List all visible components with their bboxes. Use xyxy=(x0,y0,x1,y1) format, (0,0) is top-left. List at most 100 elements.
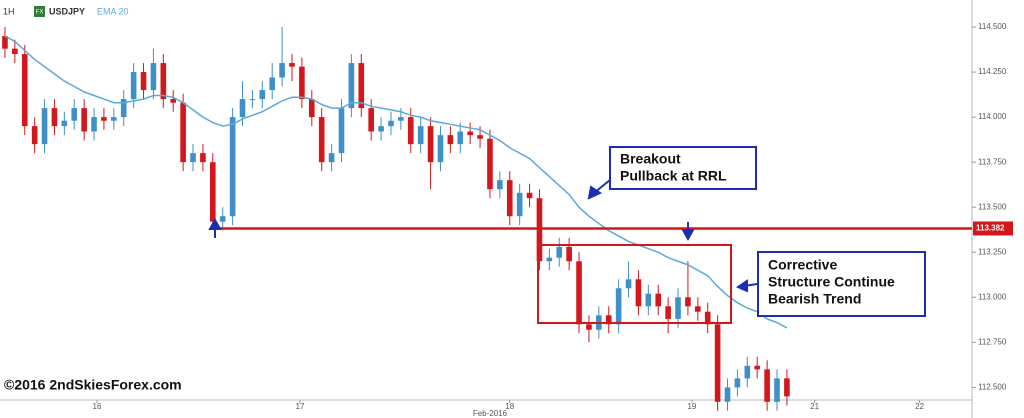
candle-body xyxy=(279,63,285,78)
range-box xyxy=(537,244,732,324)
x-tick-label: 18 xyxy=(505,402,514,411)
candle-body xyxy=(180,102,186,163)
candle-body xyxy=(239,99,246,118)
candle-body xyxy=(695,306,701,312)
candle-body xyxy=(645,293,652,307)
candle-body xyxy=(81,108,87,132)
candle-body xyxy=(31,126,38,145)
candle-body xyxy=(229,117,236,217)
candle-body xyxy=(487,138,493,190)
annotation-box xyxy=(757,251,926,317)
candle-body xyxy=(665,306,671,319)
candle-body xyxy=(71,108,78,121)
candle-body xyxy=(635,279,642,307)
candle-body xyxy=(91,117,97,132)
fx-icon xyxy=(34,6,45,17)
candle-body xyxy=(536,198,543,262)
candle-body xyxy=(249,99,256,101)
candle-body xyxy=(477,135,483,139)
indicator-name: EMA 20 xyxy=(97,6,129,16)
candle-body xyxy=(556,246,563,258)
candle-body xyxy=(427,126,434,163)
x-axis-label: Feb-2016 xyxy=(473,409,508,418)
level-label: 113.382 xyxy=(976,224,1005,233)
candle-body xyxy=(12,48,18,55)
fx-icon-text: FX xyxy=(36,10,44,16)
candle-body xyxy=(308,99,315,118)
interval: 1H xyxy=(3,6,15,16)
candle-body xyxy=(289,63,295,67)
candle-body xyxy=(398,117,404,121)
x-tick-label: 16 xyxy=(93,402,102,411)
candle-body xyxy=(506,180,513,217)
candle-body xyxy=(41,108,48,145)
annotation-text: Pullback at RRL xyxy=(620,168,727,184)
candle-body xyxy=(516,192,523,217)
y-tick-label: 112.500 xyxy=(978,382,1007,391)
copyright: ©2016 2ndSkiesForex.com xyxy=(4,377,182,393)
candle-body xyxy=(714,324,721,402)
candle-body xyxy=(546,257,553,262)
annotation-box xyxy=(609,146,757,190)
annotation-text: Bearish Trend xyxy=(768,291,861,307)
candle-body xyxy=(566,246,572,262)
ema-line xyxy=(4,35,788,329)
candle-body xyxy=(219,216,226,222)
candle-body xyxy=(259,90,266,100)
candle-body xyxy=(328,153,335,163)
candle-body xyxy=(358,63,365,109)
candle-body xyxy=(675,297,681,319)
annotation-text: Corrective xyxy=(768,257,837,273)
symbol: USDJPY xyxy=(49,6,85,16)
candle-body xyxy=(744,365,751,379)
candle-body xyxy=(605,315,612,325)
candle-body xyxy=(21,54,28,127)
candle-body xyxy=(170,99,177,103)
candle-body xyxy=(724,387,731,402)
candle-body xyxy=(417,126,424,145)
candle-body xyxy=(625,279,632,289)
candle-body xyxy=(784,378,790,397)
candle-body xyxy=(368,108,374,132)
candle-body xyxy=(150,63,157,91)
candle-body xyxy=(2,36,8,49)
candle-body xyxy=(269,77,275,91)
candle-body xyxy=(774,378,780,402)
candle-body xyxy=(615,288,622,325)
candle-body xyxy=(299,66,305,100)
candle-body xyxy=(130,72,137,100)
y-tick-label: 113.500 xyxy=(978,202,1007,211)
y-tick-label: 112.750 xyxy=(978,337,1007,346)
candle-body xyxy=(685,297,691,307)
candle-body xyxy=(160,63,167,100)
candle-body xyxy=(586,324,592,330)
y-tick-label: 113.250 xyxy=(978,247,1007,256)
arrows xyxy=(208,179,758,293)
candle-body xyxy=(437,135,444,163)
y-tick-label: 114.250 xyxy=(978,67,1007,76)
candle-body xyxy=(190,153,196,163)
level-tag xyxy=(973,221,1013,236)
candle-body xyxy=(318,117,325,163)
candle-body xyxy=(388,120,394,127)
candle-body xyxy=(407,117,414,145)
candle-body xyxy=(61,120,68,127)
candle-body xyxy=(467,131,473,136)
candle-body xyxy=(140,72,147,91)
candle-body xyxy=(457,131,464,145)
candle-body xyxy=(120,99,127,118)
annotation-text: Breakout xyxy=(620,151,681,167)
x-tick-label: 19 xyxy=(687,402,696,411)
candle-body xyxy=(754,365,761,370)
candle-body xyxy=(348,63,355,109)
candle-body xyxy=(51,108,58,127)
candle-body xyxy=(210,162,216,222)
y-tick-label: 114.000 xyxy=(978,112,1007,121)
annotation-text: Structure Continue xyxy=(768,274,895,290)
x-tick-label: 21 xyxy=(810,402,819,411)
candle-body xyxy=(378,126,384,132)
candle-body xyxy=(111,117,117,121)
arrow-head xyxy=(681,229,695,242)
